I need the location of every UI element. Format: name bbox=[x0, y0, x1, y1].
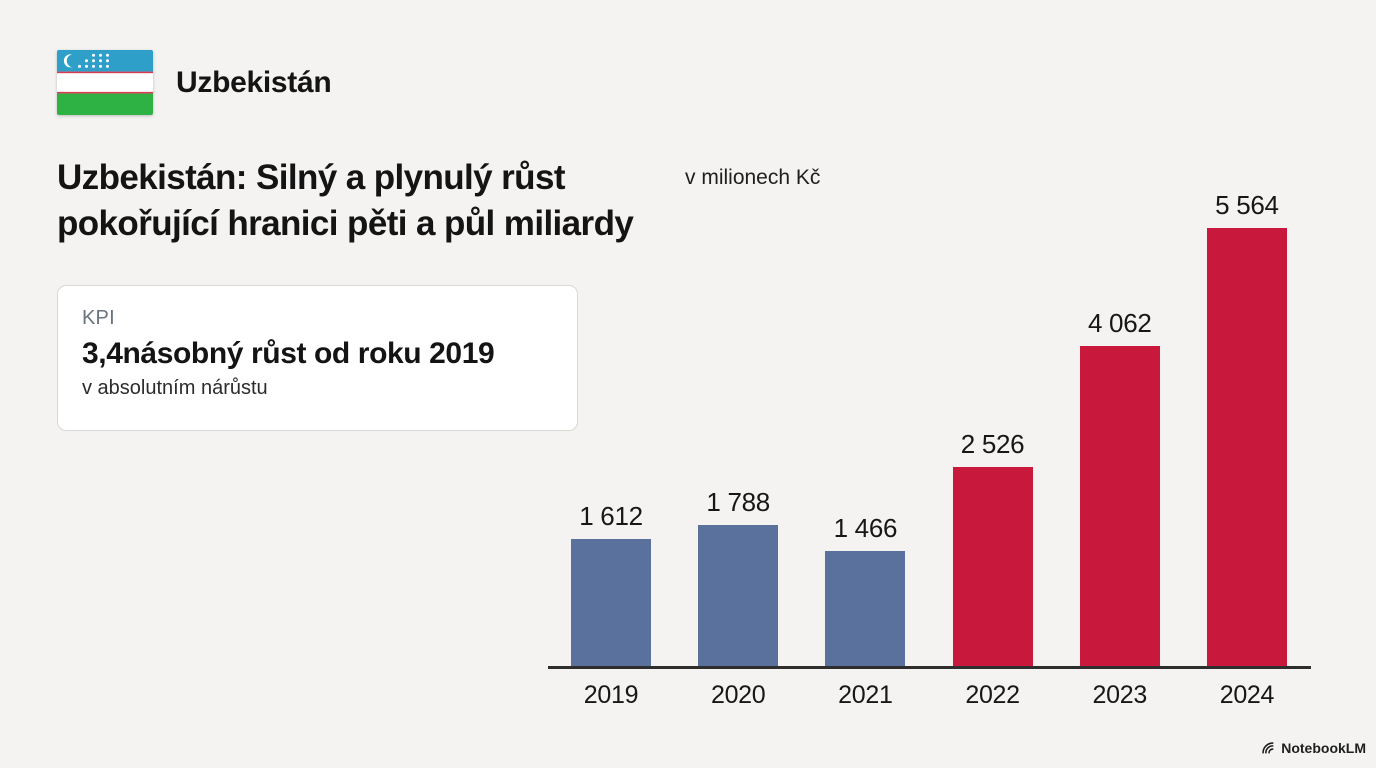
x-tick-label-2023: 2023 bbox=[1092, 681, 1148, 709]
bar-group-2021: 1 466 bbox=[825, 513, 906, 666]
title-line-2: pokořující hranici pěti a půl miliardy bbox=[57, 204, 634, 243]
bar-group-2019: 1 612 bbox=[571, 501, 651, 666]
x-tick-label-2021: 2021 bbox=[838, 681, 893, 709]
bar-value-label: 1 788 bbox=[706, 487, 770, 517]
country-label: Uzbekistán bbox=[176, 65, 332, 99]
watermark-text: NotebookLM bbox=[1281, 740, 1366, 756]
unit-note: v milionech Kč bbox=[685, 166, 821, 189]
bar-2023 bbox=[1079, 346, 1160, 666]
bar-group-2024: 5 564 bbox=[1206, 190, 1287, 666]
kpi-label: KPI bbox=[82, 307, 115, 329]
bar-2019 bbox=[571, 539, 651, 666]
watermark: NotebookLM bbox=[1261, 740, 1366, 756]
x-tick-label-2020: 2020 bbox=[710, 681, 766, 709]
header: Uzbekistán bbox=[57, 50, 332, 115]
kpi-headline: 3,4násobný růst od roku 2019 bbox=[82, 337, 495, 370]
kpi-subtext: v absolutním nárůstu bbox=[82, 377, 268, 399]
x-tick-label-2022: 2022 bbox=[965, 681, 1020, 709]
title-line-1: Uzbekistán: Silný a plynulý růst bbox=[57, 158, 565, 197]
bar-2022 bbox=[952, 467, 1033, 666]
bar-value-label: 1 466 bbox=[833, 513, 898, 543]
bar-chart: 1 612 1 788 1 466 2 526 4 062 5 564 bbox=[548, 190, 1311, 669]
notebooklm-logo-icon bbox=[1261, 741, 1276, 756]
chart-x-axis-labels: 2019 2020 2021 2022 2023 2024 bbox=[548, 681, 1311, 710]
bar-2021 bbox=[825, 551, 906, 666]
x-tick-label-2024: 2024 bbox=[1219, 681, 1275, 709]
bar-group-2022: 2 526 bbox=[952, 429, 1033, 666]
kpi-card: KPI 3,4násobný růst od roku 2019 v absol… bbox=[57, 285, 578, 431]
x-tick-label-2019: 2019 bbox=[583, 681, 639, 709]
bar-value-label: 5 564 bbox=[1215, 190, 1279, 220]
bar-group-2020: 1 788 bbox=[698, 487, 779, 666]
bar-2024 bbox=[1206, 228, 1287, 666]
uzbekistan-flag-icon bbox=[57, 50, 153, 115]
bar-group-2023: 4 062 bbox=[1079, 308, 1160, 666]
bar-value-label: 2 526 bbox=[960, 429, 1025, 459]
bar-2020 bbox=[698, 525, 779, 666]
bar-value-label: 1 612 bbox=[579, 501, 643, 531]
bar-value-label: 4 062 bbox=[1087, 308, 1152, 338]
page-title: Uzbekistán: Silný a plynulý růst pokořuj… bbox=[57, 155, 757, 247]
